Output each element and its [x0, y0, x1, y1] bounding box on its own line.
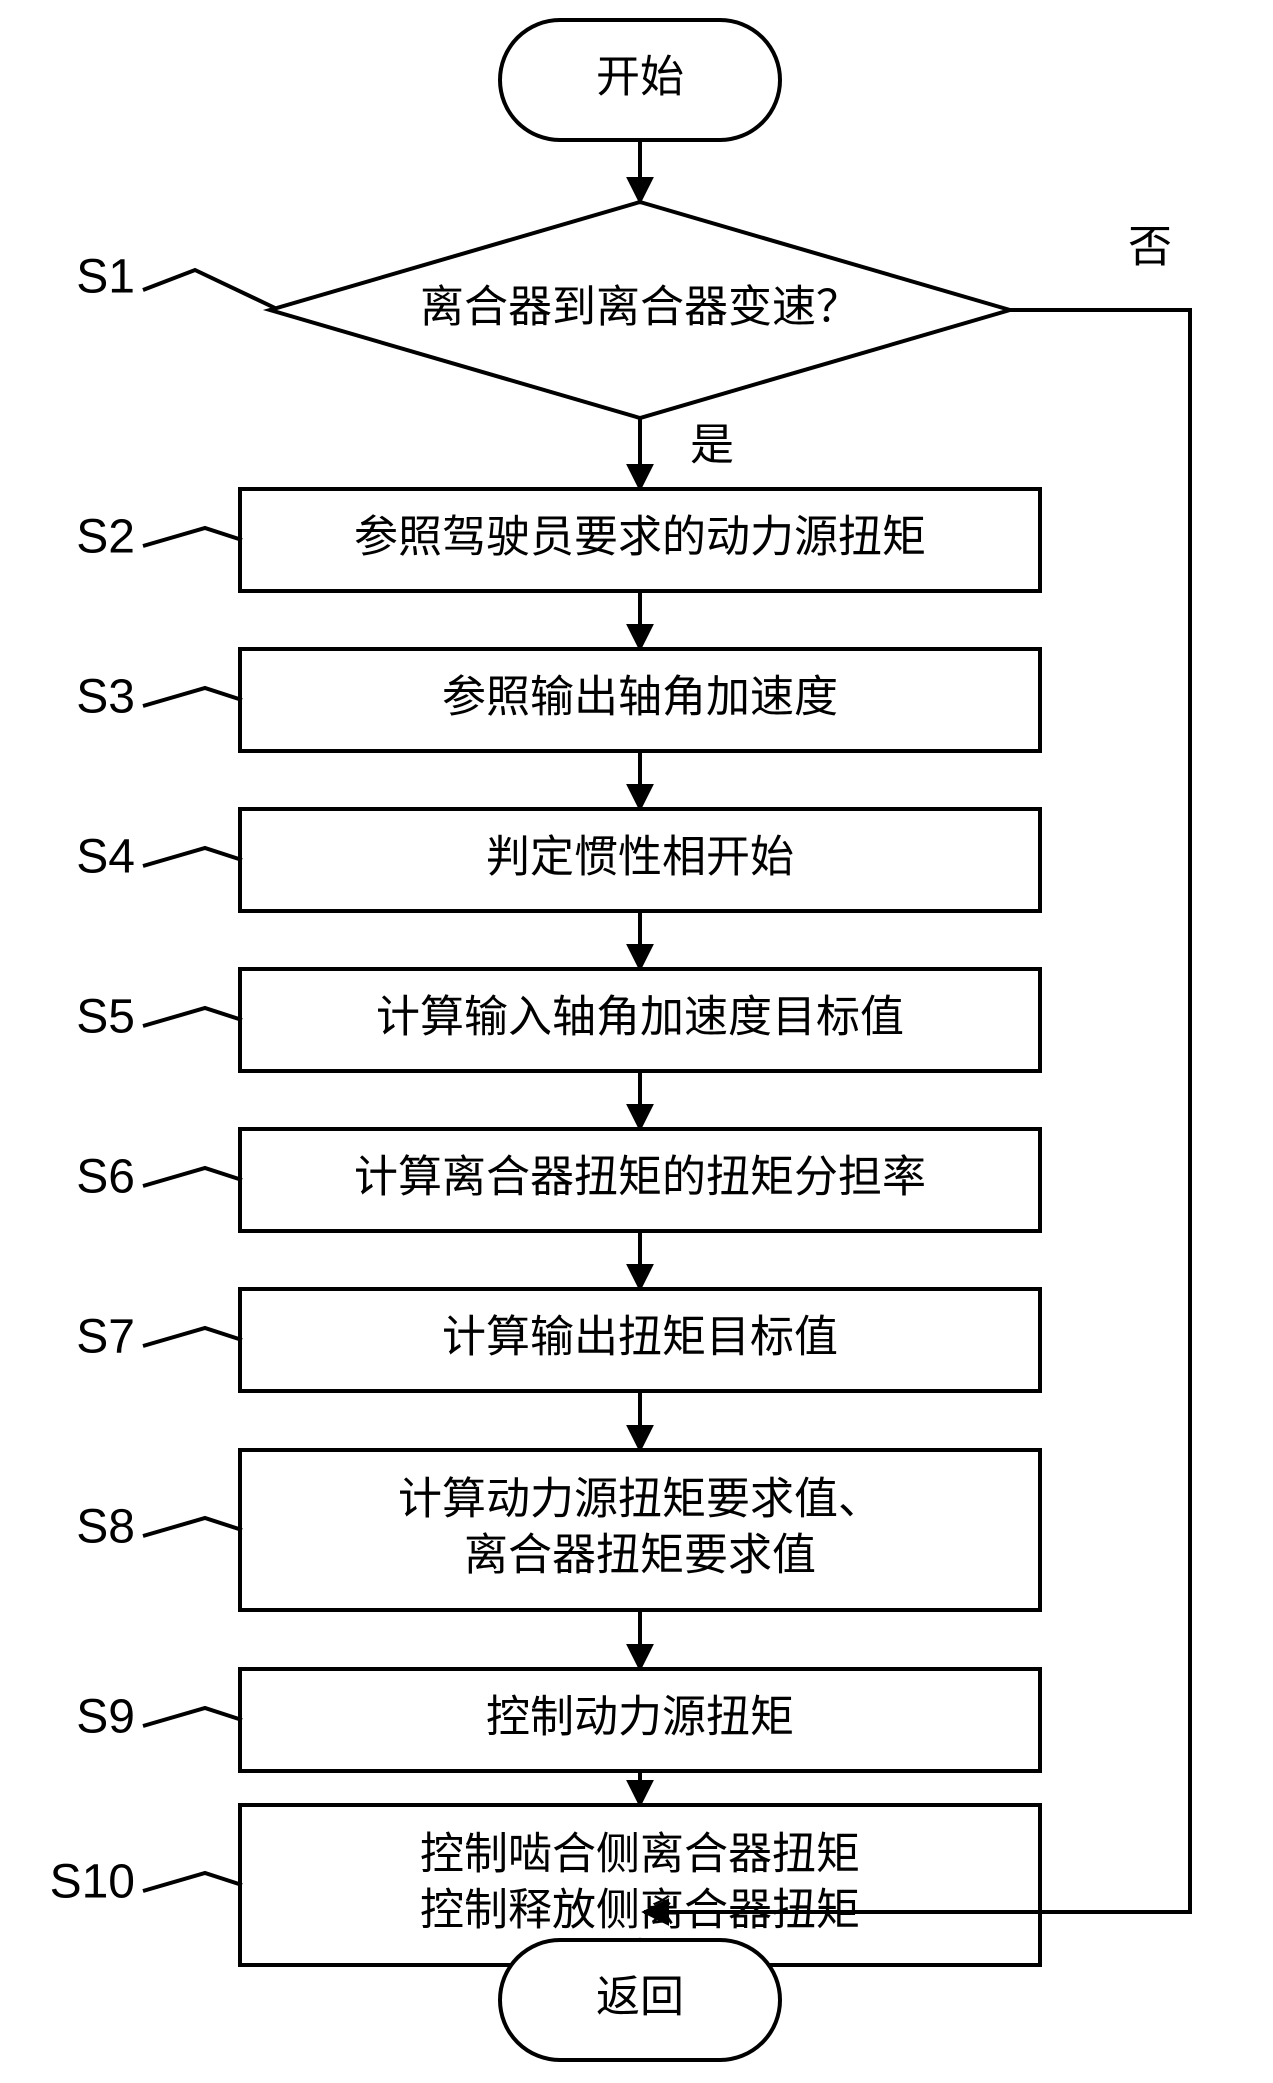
step-text-s7: 计算输出扭矩目标值: [442, 1313, 838, 1362]
branch-no-label: 否: [1128, 223, 1172, 272]
step-text-s5: 计算输入轴角加速度目标值: [376, 993, 904, 1042]
step-text-s2: 参照驾驶员要求的动力源扭矩: [354, 513, 926, 562]
step-label-s4: S4: [76, 831, 135, 884]
step-text-s8-line2: 离合器扭矩要求值: [464, 1531, 816, 1580]
step-label-s8: S8: [76, 1501, 135, 1554]
step-label-s5: S5: [76, 991, 135, 1044]
step-text-s4: 判定惯性相开始: [486, 833, 794, 882]
step-label-s3: S3: [76, 671, 135, 724]
step-text-s9: 控制动力源扭矩: [486, 1693, 794, 1742]
step-label-s1: S1: [76, 251, 135, 304]
step-label-s9: S9: [76, 1691, 135, 1744]
start-label: 开始: [596, 53, 684, 102]
step-text-s10-line1: 控制啮合侧离合器扭矩: [420, 1830, 860, 1879]
step-label-s2: S2: [76, 511, 135, 564]
step-label-s7: S7: [76, 1311, 135, 1364]
step-label-s10: S10: [50, 1856, 135, 1909]
branch-yes-label: 是: [690, 421, 734, 470]
flowchart: 开始离合器到离合器变速？ S1 是 否参照驾驶员要求的动力源扭矩 S2 参照输出轴角加速度…: [0, 0, 1273, 2078]
step-text-s3: 参照输出轴角加速度: [442, 673, 838, 722]
step-text-s6: 计算离合器扭矩的扭矩分担率: [354, 1153, 926, 1202]
decision-text: 离合器到离合器变速？: [420, 283, 860, 332]
step-label-s6: S6: [76, 1151, 135, 1204]
end-label: 返回: [596, 1973, 684, 2022]
step-text-s8-line1: 计算动力源扭矩要求值、: [398, 1475, 882, 1524]
